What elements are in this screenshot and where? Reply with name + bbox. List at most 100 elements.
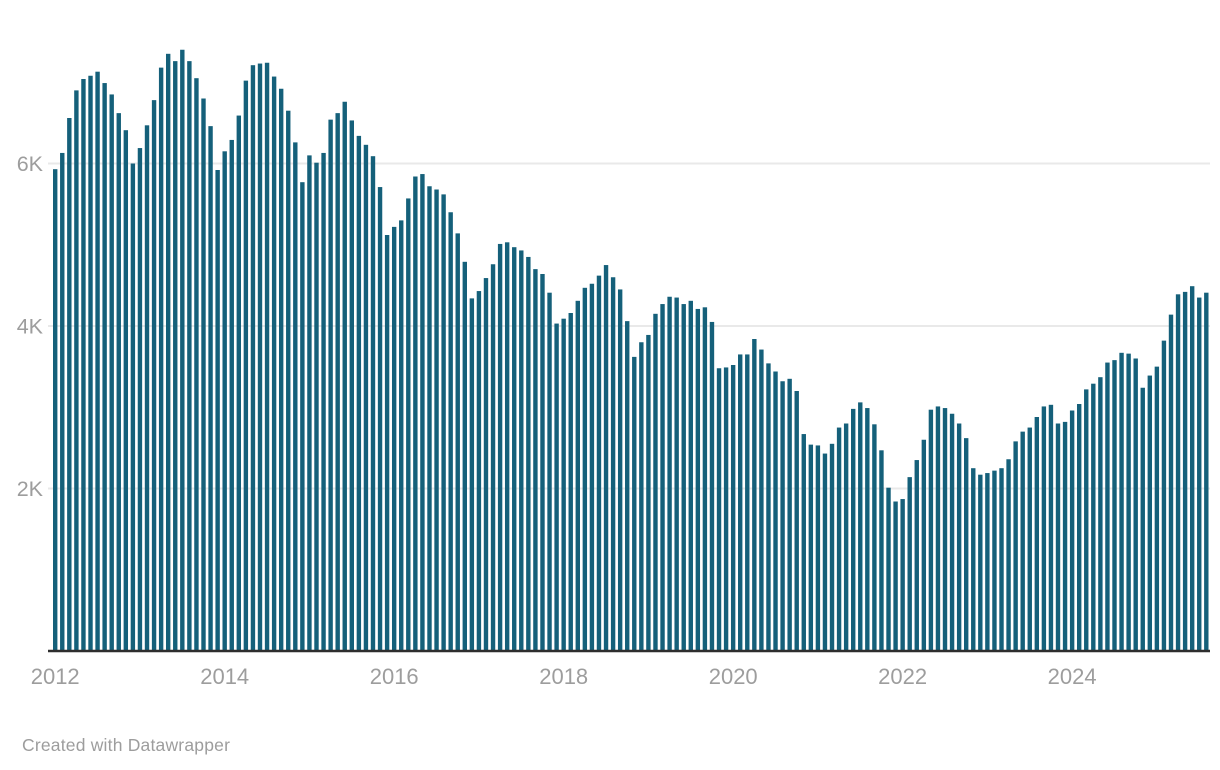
y-axis-tick-label: 2K	[17, 477, 44, 501]
bar	[582, 287, 588, 651]
bar	[1098, 377, 1103, 651]
bar	[730, 365, 736, 651]
x-axis-tick-label: 2020	[709, 664, 758, 689]
bar	[187, 61, 192, 652]
bar	[420, 174, 425, 651]
bar	[815, 445, 821, 651]
bar	[561, 318, 566, 651]
bar	[293, 142, 298, 652]
bar	[1197, 297, 1202, 651]
bar	[194, 78, 199, 651]
bar	[660, 304, 665, 651]
bar	[335, 113, 340, 652]
bar	[349, 120, 354, 651]
bar	[60, 152, 65, 651]
bar	[766, 363, 771, 652]
bar	[180, 49, 185, 651]
bar	[914, 460, 919, 651]
bar	[1105, 362, 1110, 651]
bar	[956, 423, 962, 651]
bar	[1076, 404, 1082, 651]
bar	[886, 487, 891, 651]
bar	[1112, 360, 1117, 652]
bar	[469, 298, 475, 652]
bar	[808, 444, 814, 652]
bar	[123, 130, 129, 651]
datawrapper-attribution: Created with Datawrapper	[22, 735, 231, 755]
bar	[102, 83, 107, 651]
bar	[978, 474, 983, 651]
bar	[547, 292, 552, 651]
bar	[681, 304, 686, 651]
bar	[370, 156, 376, 651]
bar	[801, 434, 806, 651]
bar	[603, 265, 609, 651]
bar	[286, 110, 291, 651]
bar	[745, 354, 750, 651]
bar	[391, 226, 397, 652]
bar	[1133, 358, 1138, 651]
bar	[723, 367, 729, 651]
bar	[1084, 389, 1089, 652]
bar	[617, 289, 623, 651]
bar	[342, 101, 347, 651]
bar	[836, 427, 842, 651]
bar	[879, 450, 884, 651]
x-axis-tick-label: 2018	[539, 664, 588, 689]
bar	[921, 439, 927, 651]
bar	[144, 125, 150, 651]
bar	[999, 468, 1004, 651]
bar	[1055, 423, 1061, 651]
bar	[928, 409, 934, 651]
bar	[526, 256, 531, 651]
bar	[441, 194, 446, 652]
bar	[243, 80, 249, 652]
bar	[109, 94, 114, 651]
bar	[1034, 417, 1040, 651]
bar	[384, 235, 390, 651]
bar	[1048, 404, 1054, 651]
bar	[88, 75, 93, 651]
bar	[427, 186, 432, 651]
bar	[759, 349, 764, 651]
bar	[151, 100, 157, 652]
bar	[229, 139, 234, 651]
x-axis-tick-label: 2012	[31, 664, 80, 689]
x-axis-tick-label: 2014	[200, 664, 249, 689]
bar	[964, 438, 969, 652]
bar	[632, 356, 637, 652]
bar	[1126, 353, 1131, 652]
bar	[271, 76, 277, 651]
bar	[53, 169, 58, 651]
bar	[942, 408, 948, 651]
bar	[399, 220, 404, 652]
bar	[81, 79, 86, 651]
bar	[688, 300, 693, 651]
bar	[1154, 366, 1160, 652]
bar	[74, 90, 79, 652]
bar	[1006, 459, 1011, 651]
bar	[300, 182, 305, 651]
bar	[158, 67, 164, 652]
bar	[1189, 286, 1195, 651]
bar	[173, 61, 178, 652]
bar	[667, 296, 672, 651]
bar	[554, 323, 559, 651]
bar	[1182, 291, 1188, 652]
bar	[413, 176, 418, 651]
y-axis-tick-label: 4K	[17, 315, 44, 339]
bar	[67, 118, 72, 651]
bar	[314, 162, 319, 651]
bar	[625, 321, 630, 652]
bar	[589, 283, 595, 651]
bar	[575, 300, 580, 651]
bar	[201, 98, 206, 651]
bar	[568, 313, 573, 651]
bar	[1168, 314, 1174, 652]
bar	[1027, 427, 1032, 651]
bar	[674, 297, 679, 651]
bar	[356, 135, 362, 652]
bar	[596, 275, 602, 652]
bar	[780, 381, 785, 651]
bar	[1119, 352, 1124, 651]
